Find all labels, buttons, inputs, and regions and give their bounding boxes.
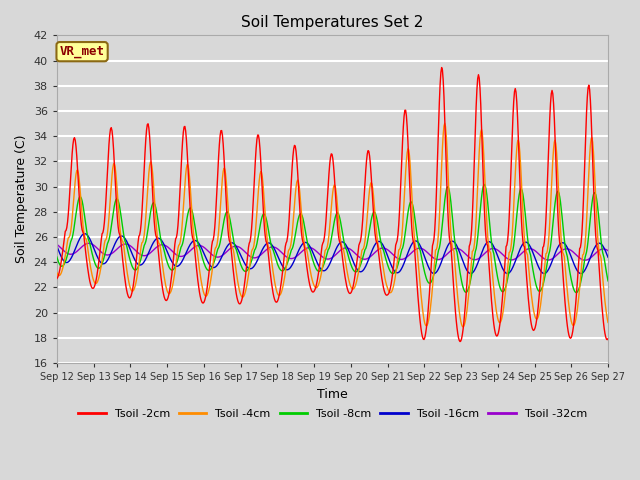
Tsoil -2cm xyxy=(438,65,445,71)
Tsoil -8cm xyxy=(415,246,423,252)
Line: Tsoil -16cm: Tsoil -16cm xyxy=(57,234,608,274)
Tsoil -16cm xyxy=(430,271,438,276)
Tsoil -16cm xyxy=(63,260,70,265)
Tsoil -32cm xyxy=(63,250,70,256)
Tsoil -2cm xyxy=(415,311,423,317)
Tsoil -8cm xyxy=(120,231,127,237)
Line: Tsoil -4cm: Tsoil -4cm xyxy=(57,123,608,327)
Tsoil -32cm xyxy=(205,250,213,255)
Tsoil -32cm xyxy=(604,248,612,253)
Tsoil -32cm xyxy=(417,245,424,251)
Tsoil -4cm xyxy=(399,212,407,217)
Line: Tsoil -2cm: Tsoil -2cm xyxy=(57,68,608,342)
Title: Soil Temperatures Set 2: Soil Temperatures Set 2 xyxy=(241,15,424,30)
Tsoil -2cm xyxy=(604,336,612,342)
Tsoil -4cm xyxy=(441,120,449,126)
Tsoil -8cm xyxy=(175,251,183,256)
Tsoil -16cm xyxy=(177,261,184,267)
X-axis label: Time: Time xyxy=(317,388,348,401)
Tsoil -2cm xyxy=(399,124,407,130)
Tsoil -16cm xyxy=(400,260,408,266)
Tsoil -4cm xyxy=(604,320,612,325)
Tsoil -4cm xyxy=(205,288,212,294)
Tsoil -32cm xyxy=(53,241,61,247)
Tsoil -32cm xyxy=(581,257,589,263)
Tsoil -2cm xyxy=(120,265,127,271)
Tsoil -16cm xyxy=(81,231,88,237)
Tsoil -16cm xyxy=(417,243,424,249)
Tsoil -16cm xyxy=(604,254,612,260)
Tsoil -4cm xyxy=(460,324,467,330)
Tsoil -8cm xyxy=(399,242,407,248)
Tsoil -16cm xyxy=(120,235,128,240)
Tsoil -4cm xyxy=(53,270,61,276)
Tsoil -2cm xyxy=(63,225,70,230)
Text: VR_met: VR_met xyxy=(60,45,104,58)
Tsoil -2cm xyxy=(205,273,212,279)
Line: Tsoil -8cm: Tsoil -8cm xyxy=(57,184,608,293)
Tsoil -2cm xyxy=(53,276,61,282)
Tsoil -8cm xyxy=(604,278,612,284)
Tsoil -16cm xyxy=(205,262,213,267)
Tsoil -4cm xyxy=(120,241,127,247)
Tsoil -8cm xyxy=(205,267,212,273)
Tsoil -4cm xyxy=(63,243,70,249)
Tsoil -2cm xyxy=(175,198,183,204)
Tsoil -8cm xyxy=(573,290,580,296)
Tsoil -32cm xyxy=(400,256,408,262)
Tsoil -32cm xyxy=(85,240,93,246)
Line: Tsoil -32cm: Tsoil -32cm xyxy=(57,243,608,260)
Tsoil -32cm xyxy=(120,241,128,247)
Tsoil -32cm xyxy=(177,253,184,259)
Tsoil -16cm xyxy=(53,243,61,249)
Tsoil -8cm xyxy=(481,181,488,187)
Tsoil -2cm xyxy=(456,339,464,345)
Y-axis label: Soil Temperature (C): Soil Temperature (C) xyxy=(15,135,28,264)
Legend: Tsoil -2cm, Tsoil -4cm, Tsoil -8cm, Tsoil -16cm, Tsoil -32cm: Tsoil -2cm, Tsoil -4cm, Tsoil -8cm, Tsoi… xyxy=(74,404,591,423)
Tsoil -4cm xyxy=(175,241,183,247)
Tsoil -8cm xyxy=(63,254,70,260)
Tsoil -8cm xyxy=(53,254,61,260)
Tsoil -4cm xyxy=(415,274,423,280)
